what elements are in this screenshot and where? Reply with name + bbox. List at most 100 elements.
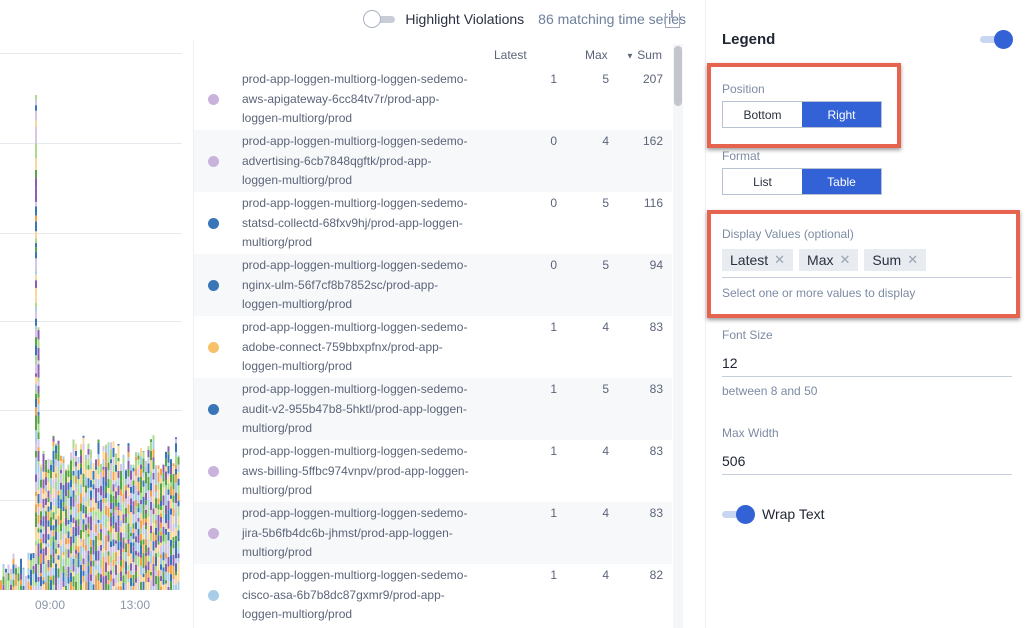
bar-segment	[125, 570, 127, 575]
sum-value: 162	[642, 134, 663, 148]
bar-segment	[152, 457, 155, 461]
legend-row[interactable]: prod-app-loggen-multiorg-loggen-sedemo-n…	[194, 254, 672, 316]
bar-segment	[100, 540, 102, 545]
bar-segment	[27, 559, 30, 568]
bar-segment	[100, 559, 102, 568]
bar-segment	[150, 580, 152, 590]
bar-segment	[37, 432, 40, 440]
bar-segment	[7, 580, 10, 590]
bar-segment	[165, 458, 167, 467]
bar-segment	[120, 576, 122, 581]
bar-segment	[145, 570, 147, 574]
bar-segment	[12, 579, 15, 587]
bar-segment	[35, 457, 37, 465]
max-width-input[interactable]: 506	[722, 453, 746, 469]
remove-icon[interactable]: ✕	[839, 252, 851, 267]
bar-segment	[112, 573, 115, 579]
legend-row[interactable]: prod-app-loggen-multiorg-loggen-sedemo-c…	[194, 564, 672, 626]
bar-segment	[127, 513, 130, 524]
bar-segment	[157, 541, 160, 545]
bar-segment	[162, 518, 165, 527]
bar-segment	[107, 442, 110, 446]
stacked-bar-chart[interactable]: 09:00 13:00	[0, 40, 190, 628]
download-icon[interactable]	[665, 10, 680, 28]
column-header-max[interactable]: Max	[585, 48, 608, 62]
remove-icon[interactable]: ✕	[907, 252, 919, 267]
bar-segment	[155, 571, 157, 576]
column-header-latest[interactable]: Latest	[494, 48, 527, 62]
bar-segment	[125, 498, 127, 509]
legend-row[interactable]: prod-app-loggen-multiorg-loggen-sedemo-a…	[194, 440, 672, 502]
bar-segment	[105, 493, 107, 498]
bar-segment	[90, 487, 92, 491]
bar-segment	[52, 584, 55, 590]
legend-row[interactable]: prod-app-loggen-multiorg-loggen-sedemo-a…	[194, 68, 672, 130]
bar-segment	[72, 534, 75, 544]
bar-segment	[110, 516, 112, 523]
bar-segment	[152, 550, 155, 557]
bar-segment	[105, 444, 107, 449]
bar-segment	[42, 526, 45, 531]
format-table-button[interactable]: Table	[802, 169, 881, 194]
bar-segment	[52, 446, 55, 451]
bar-segment	[115, 565, 117, 575]
bar-segment	[97, 466, 100, 475]
bar-segment	[132, 523, 135, 529]
legend-row[interactable]: prod-app-loggen-multiorg-loggen-sedemo-a…	[194, 130, 672, 192]
position-bottom-button[interactable]: Bottom	[743, 107, 782, 122]
bar-segment	[170, 459, 172, 468]
wrap-text-toggle[interactable]	[722, 505, 756, 525]
bar-segment	[90, 574, 92, 581]
bar-segment	[40, 576, 42, 587]
column-header-sum[interactable]: ▼ Sum	[626, 48, 662, 62]
bar-segment	[137, 521, 140, 529]
legend-row[interactable]: prod-app-loggen-multiorg-loggen-sedemo-j…	[194, 502, 672, 564]
display-values-input[interactable]: Latest ✕ Max ✕ Sum ✕	[722, 249, 932, 271]
bar-segment	[102, 576, 105, 583]
bar-segment	[62, 494, 65, 503]
bar-segment	[170, 508, 172, 515]
bar-segment	[140, 565, 142, 575]
legend-toggle[interactable]	[980, 30, 1014, 50]
bar-segment	[160, 506, 162, 510]
scrollbar-thumb[interactable]	[674, 46, 682, 106]
bar-segment	[135, 550, 137, 556]
bar-segment	[100, 550, 102, 556]
bar-segment	[102, 572, 105, 577]
bar-segment	[105, 452, 107, 462]
bar-segment	[127, 538, 130, 544]
bar-segment	[52, 488, 55, 499]
bar-segment	[142, 561, 145, 569]
position-right-button[interactable]: Right	[802, 102, 881, 127]
legend-row[interactable]: prod-app-loggen-multiorg-loggen-sedemo-a…	[194, 316, 672, 378]
bar-segment	[35, 95, 37, 100]
font-size-input[interactable]: 12	[722, 355, 738, 371]
bar-segment	[172, 531, 175, 538]
bar-segment	[122, 582, 125, 590]
max-value: 4	[602, 506, 609, 520]
highlight-violations-toggle[interactable]	[363, 10, 396, 28]
legend-row[interactable]: prod-app-loggen-multiorg-loggen-sedemo-s…	[194, 192, 672, 254]
bar-segment	[132, 562, 135, 566]
bar-segment	[32, 569, 35, 574]
divider	[722, 474, 1012, 475]
bar-segment	[27, 552, 30, 560]
bar-segment	[160, 478, 162, 484]
legend-scrollbar[interactable]	[673, 44, 683, 628]
bar-segment	[60, 489, 62, 500]
bar-segment	[142, 509, 145, 519]
bar-segment	[32, 552, 35, 559]
remove-icon[interactable]: ✕	[774, 252, 786, 267]
bar-segment	[90, 508, 92, 512]
bar-segment	[77, 567, 80, 573]
bar-segment	[107, 580, 110, 585]
legend-row[interactable]: prod-app-loggen-multiorg-loggen-sedemo-a…	[194, 378, 672, 440]
bar-segment	[92, 545, 95, 555]
format-list-button[interactable]: List	[753, 174, 772, 189]
bar-segment	[5, 582, 7, 590]
bar-segment	[160, 576, 162, 581]
latest-value: 0	[550, 134, 557, 148]
bar-segment	[145, 509, 147, 514]
bar-segment	[67, 573, 70, 577]
bar-segment	[142, 539, 145, 545]
